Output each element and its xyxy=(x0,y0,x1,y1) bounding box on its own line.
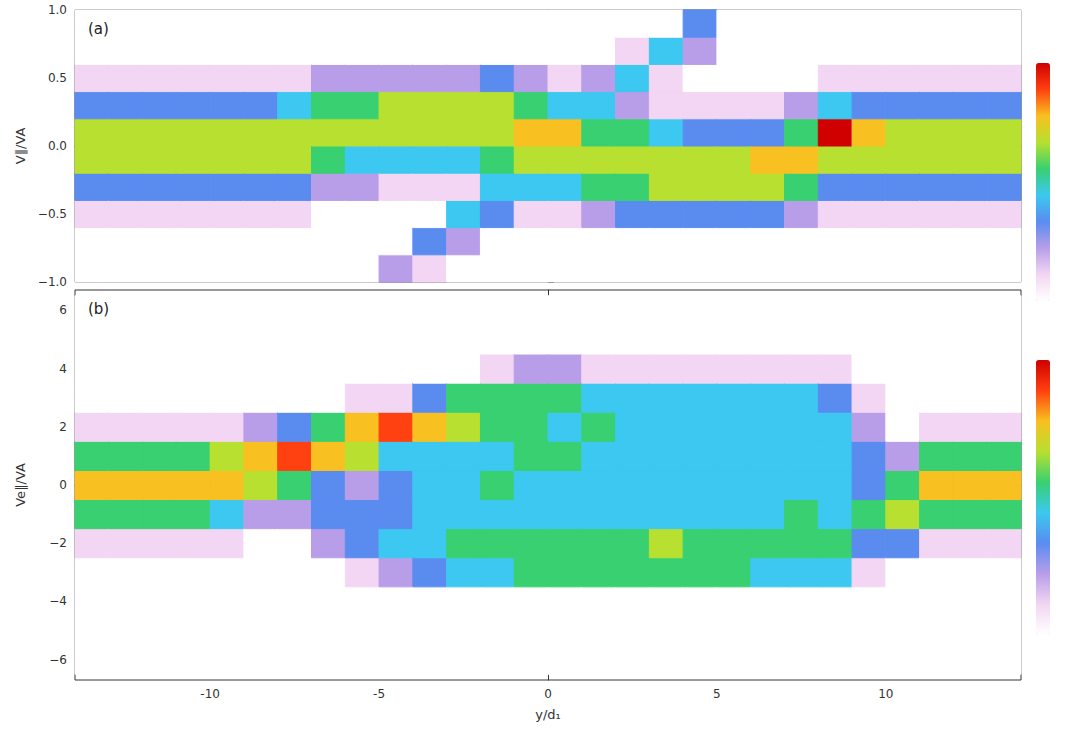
svg-text:−1.0: −1.0 xyxy=(38,275,67,289)
svg-text:-10: -10 xyxy=(200,687,220,701)
svg-text:10: 10 xyxy=(878,687,893,701)
svg-text:0: 0 xyxy=(59,478,67,492)
svg-text:−4: −4 xyxy=(49,594,67,608)
svg-text:5: 5 xyxy=(713,687,721,701)
svg-text:(a): (a) xyxy=(88,20,109,38)
svg-text:Ve∥/VA: Ve∥/VA xyxy=(13,463,28,507)
svg-text:y/d₁: y/d₁ xyxy=(535,707,561,722)
svg-text:4: 4 xyxy=(59,362,67,376)
svg-text:1.0: 1.0 xyxy=(48,3,67,17)
svg-text:-5: -5 xyxy=(373,687,385,701)
svg-text:(b): (b) xyxy=(88,300,109,318)
svg-text:−6: −6 xyxy=(49,653,67,667)
svg-text:6: 6 xyxy=(59,303,67,317)
svg-text:0: 0 xyxy=(544,687,552,701)
svg-text:2: 2 xyxy=(59,420,67,434)
svg-text:−0.5: −0.5 xyxy=(38,207,67,221)
svg-text:−2: −2 xyxy=(49,536,67,550)
svg-text:0.0: 0.0 xyxy=(48,139,67,153)
svg-text:V∥/VA: V∥/VA xyxy=(13,128,28,165)
svg-text:0.5: 0.5 xyxy=(48,71,67,85)
